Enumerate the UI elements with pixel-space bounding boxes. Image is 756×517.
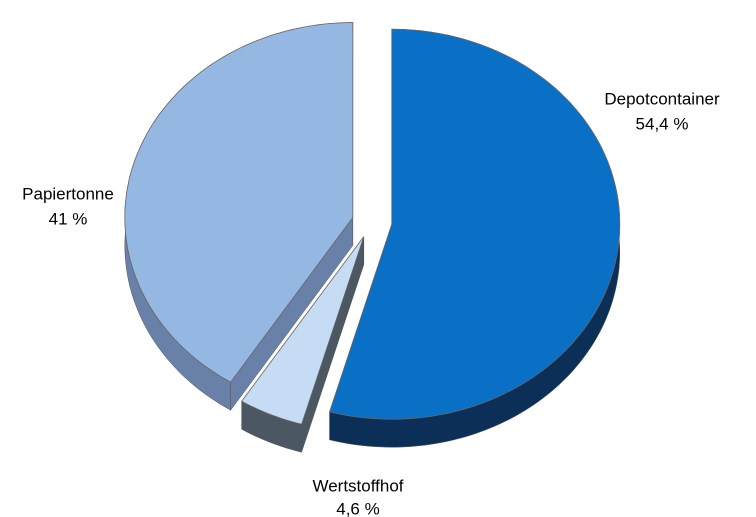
slice xyxy=(241,236,365,425)
slice xyxy=(124,22,354,383)
slice-value-label: 4,6 % xyxy=(336,499,379,517)
slice-value-label: 41 % xyxy=(49,209,88,228)
slice-label: Papiertonne xyxy=(22,184,114,203)
slice xyxy=(329,28,621,420)
pie-tops xyxy=(124,22,621,425)
slice-label: Wertstoffhof xyxy=(312,476,403,495)
slice-value-label: 54,4 % xyxy=(636,114,689,133)
slice-label: Depotcontainer xyxy=(604,89,720,108)
